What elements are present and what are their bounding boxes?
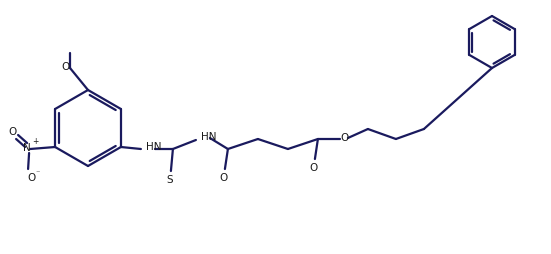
Text: HN: HN [146,142,161,152]
Text: O: O [61,62,69,72]
Text: O: O [8,127,16,137]
Text: ⁻: ⁻ [36,168,40,178]
Text: O: O [27,173,35,183]
Text: O: O [310,163,318,173]
Text: O: O [341,133,349,143]
Text: O: O [220,173,228,183]
Text: N: N [23,143,31,153]
Text: +: + [32,137,38,147]
Text: S: S [166,175,173,185]
Text: HN: HN [201,132,217,142]
